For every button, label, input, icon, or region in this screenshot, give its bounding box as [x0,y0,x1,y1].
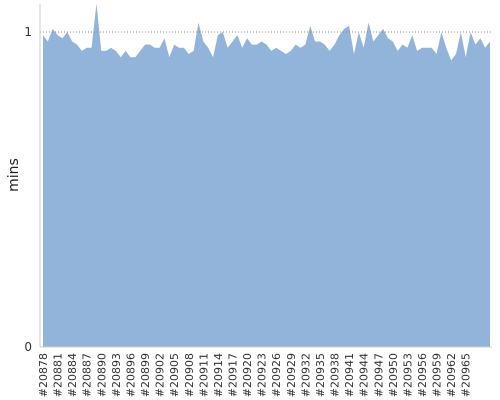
x-tick-label: #20926 [270,353,283,397]
x-tick-label: #20884 [66,353,79,397]
y-tick-labels: 01 [24,25,32,354]
x-tick-label: #20953 [401,353,414,397]
x-tick-label: #20935 [314,353,327,397]
x-tick-label: #20932 [299,353,312,397]
x-tick-label: #20959 [431,353,444,397]
x-tick-label: #20881 [52,353,65,397]
x-tick-label: #20920 [241,353,254,397]
x-tick-label: #20962 [445,353,458,397]
x-tick-label: #20893 [110,353,123,397]
y-tick-label: 1 [24,25,32,39]
x-tick-label: #20914 [212,353,225,397]
y-tick-label: 0 [24,340,32,354]
x-tick-label: #20896 [124,353,137,397]
x-tick-label: #20923 [256,353,269,397]
x-tick-label: #20902 [154,353,167,397]
area-series [43,3,490,348]
y-axis-title: mins [6,158,22,192]
x-tick-label: #20911 [197,353,210,397]
x-tick-label: #20899 [139,353,152,397]
x-tick-label: #20908 [183,353,196,397]
x-tick-label: #20887 [81,353,94,397]
x-tick-label: #20947 [372,353,385,397]
axes [39,4,492,348]
x-tick-label: #20917 [226,353,239,397]
x-tick-label: #20890 [95,353,108,397]
x-tick-label: #20905 [168,353,181,397]
x-tick-label: #20941 [343,353,356,397]
x-tick-label: #20956 [416,353,429,397]
x-tick-label: #20950 [387,353,400,397]
x-tick-label: #20965 [460,353,473,397]
x-tick-labels: #20878 #20881 #20884 #20887 #20890 #20893 #208… [37,353,473,397]
x-tick-label: #20878 [37,353,50,397]
plot-area [40,3,492,348]
x-tick-label: #20944 [358,353,371,397]
x-tick-label: #20938 [329,353,342,397]
x-tick-label: #20929 [285,353,298,397]
